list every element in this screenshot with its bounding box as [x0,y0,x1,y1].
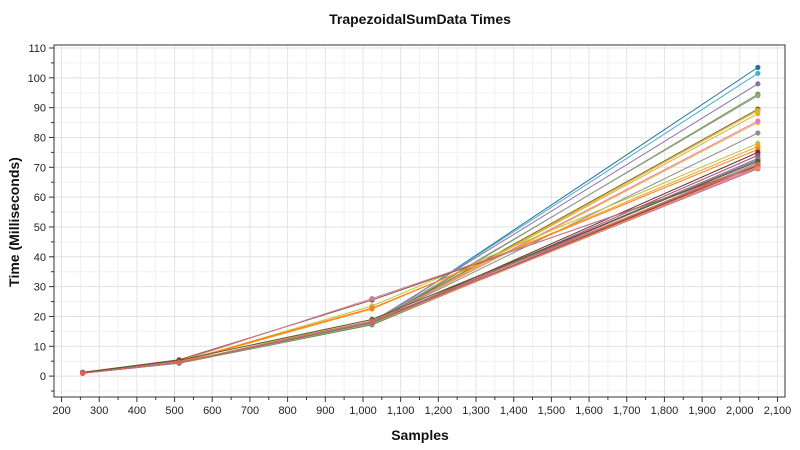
x-tick-label: 1,700 [613,405,641,417]
series-line [82,160,759,374]
y-tick-label: 90 [34,103,46,115]
data-point [755,93,761,99]
y-tick-label: 110 [28,43,46,55]
x-tick-label: 200 [52,405,70,417]
series-line [82,83,759,374]
series-line [82,151,759,374]
y-tick-label: 10 [34,341,46,353]
data-point [755,81,761,87]
series-line [82,145,759,374]
x-tick-label: 2,100 [764,405,792,417]
series-line [82,159,759,374]
data-point [755,64,761,70]
series-18 [80,161,761,376]
series-line [82,166,759,374]
x-tick-label: 600 [203,405,221,417]
x-tick-label: 400 [128,405,146,417]
series-line [82,167,759,374]
x-tick-label: 1,000 [349,405,377,417]
series-line [82,163,759,374]
data-point [755,130,761,136]
series-23 [80,163,761,375]
y-axis: 0 10 20 30 40 50 60 70 80 90 100 110 [28,43,54,392]
x-tick-label: 700 [241,405,259,417]
data-point [755,161,761,167]
data-point [755,165,761,171]
series-28 [80,158,761,376]
series-13 [80,146,761,376]
data-point [755,111,761,117]
series-19 [80,160,761,376]
x-tick-label: 1,200 [425,405,453,417]
y-tick-label: 30 [34,282,46,294]
y-tick-label: 100 [28,73,46,85]
series-layer [80,64,761,376]
y-tick-label: 0 [40,371,46,383]
series-line [82,163,759,374]
data-point [176,359,182,365]
x-tick-label: 1,500 [538,405,566,417]
x-tick-label: 800 [278,405,296,417]
x-tick-label: 1,600 [575,405,603,417]
series-0 [80,64,761,376]
data-point [80,370,86,376]
series-line [82,108,759,374]
series-11 [80,140,761,376]
y-tick-label: 40 [34,252,46,264]
series-line [82,166,759,374]
y-axis-title: Time (Milliseconds) [6,157,22,287]
y-tick-label: 20 [34,311,46,323]
series-line [82,122,759,374]
series-line [82,142,759,374]
data-point [369,305,375,311]
series-line [82,72,759,374]
series-20 [80,161,761,376]
series-17 [80,158,761,376]
series-line [82,162,759,374]
data-point [755,70,761,76]
x-tick-label: 1,100 [387,405,415,417]
x-tick-label: 2,000 [726,405,754,417]
x-tick-label: 1,800 [651,405,679,417]
chart-title: TrapezoidalSumData Times [329,11,511,27]
x-tick-label: 300 [90,405,108,417]
x-axis-title: Samples [391,427,449,443]
x-tick-label: 1,400 [500,405,528,417]
series-29 [80,161,761,376]
series-21 [80,163,761,376]
series-9 [80,118,761,376]
x-axis: 200 300 400 500 600 700 800 900 1,000 1,100 1,200 1… [52,397,791,417]
y-tick-label: 60 [34,192,46,204]
x-tick-label: 500 [165,405,183,417]
series-7 [80,111,761,376]
x-tick-label: 900 [316,405,334,417]
series-5 [80,106,761,376]
x-tick-label: 1,900 [688,405,716,417]
series-4 [80,93,761,376]
data-point [369,318,375,324]
series-8 [80,119,761,376]
data-point [369,295,375,302]
y-tick-label: 70 [34,162,46,174]
series-12 [80,143,761,376]
series-1 [80,70,761,376]
series-line [82,154,759,374]
series-14 [80,149,761,376]
series-line [82,163,759,374]
series-15 [80,152,761,376]
y-tick-label: 50 [34,222,46,234]
series-line [82,66,759,374]
y-tick-label: 80 [34,132,46,144]
series-line [82,120,759,374]
grid [54,45,785,397]
series-line [82,160,759,374]
x-tick-label: 1,300 [462,405,490,417]
data-point [755,118,761,124]
